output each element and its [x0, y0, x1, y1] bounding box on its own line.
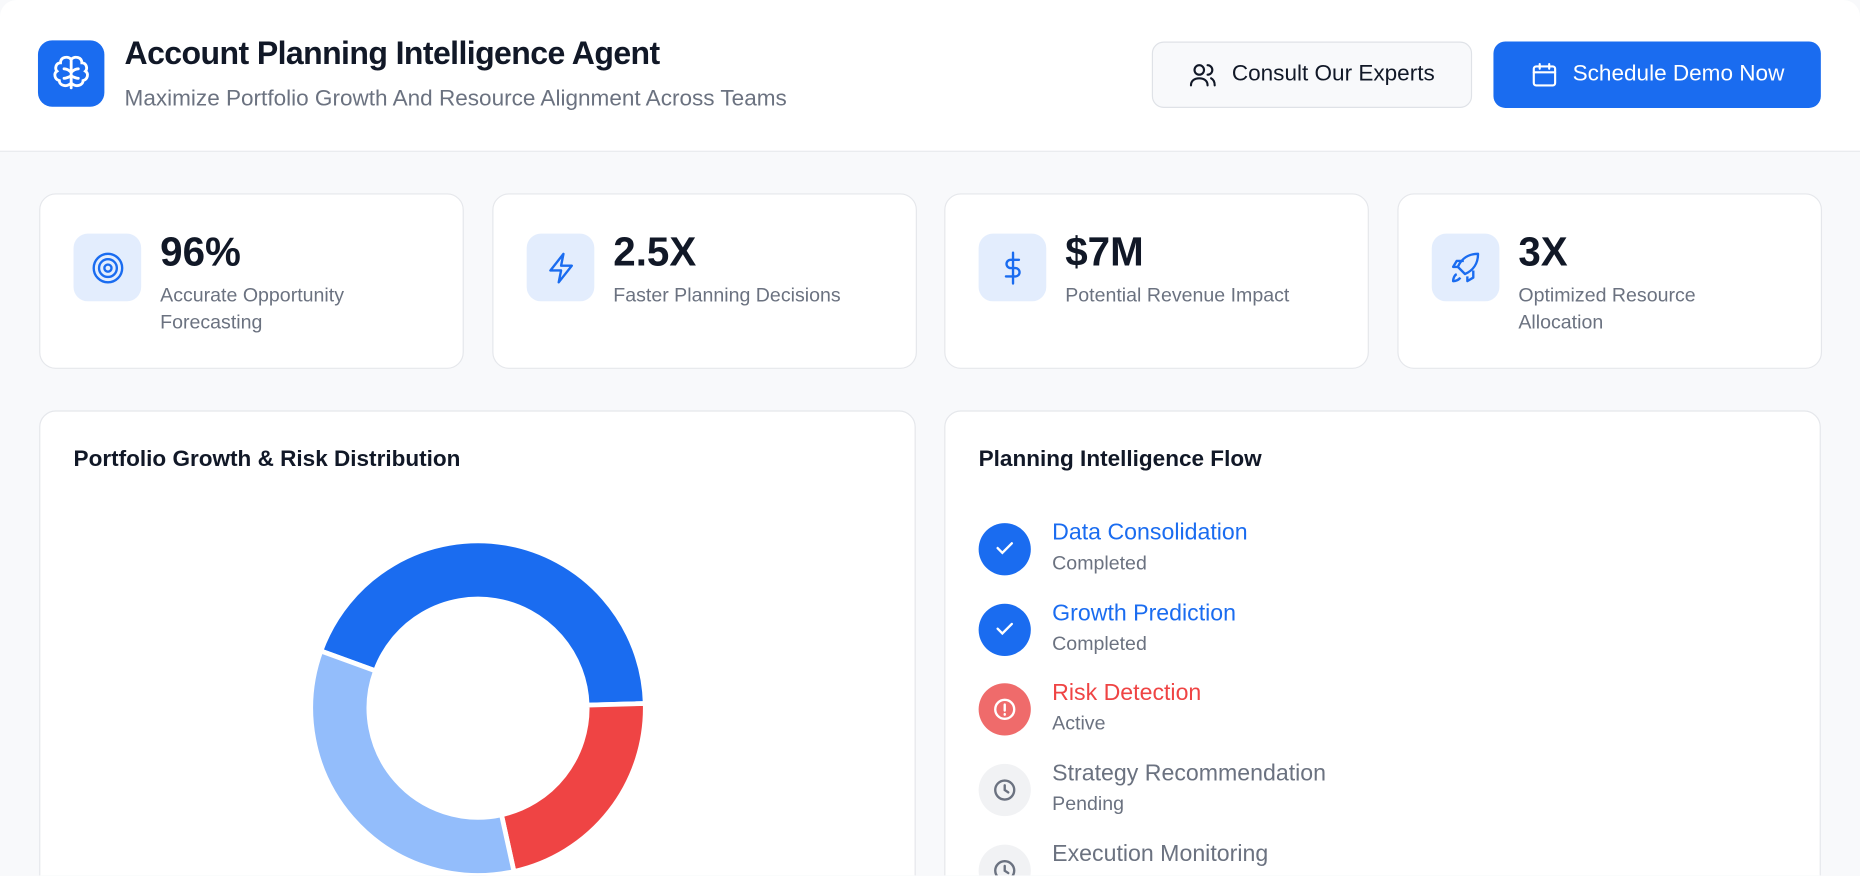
- donut-chart: [308, 538, 648, 876]
- step-name: Strategy Recommendation: [1052, 760, 1327, 787]
- stat-value: 2.5X: [613, 230, 697, 276]
- flow-title: Planning Intelligence Flow: [978, 447, 1262, 473]
- step-glyph: [996, 542, 1014, 555]
- chart-card: Portfolio Growth & Risk Distribution: [39, 410, 916, 876]
- stat-card: 3X Optimized Resource Allocation: [1397, 193, 1823, 369]
- step-glyph: [994, 699, 1016, 721]
- header: Account Planning Intelligence Agent Maxi…: [0, 0, 1860, 152]
- step-status: Pending: [1052, 874, 1124, 875]
- step-glyph: [994, 779, 1016, 801]
- chart-title: Portfolio Growth & Risk Distribution: [73, 447, 461, 473]
- step-status: Completed: [1052, 633, 1147, 655]
- flow-card: Planning Intelligence Flow Data Consolid…: [944, 410, 1821, 876]
- stat-value: $7M: [1065, 230, 1144, 276]
- logo: [37, 40, 105, 107]
- step-status: Active: [1052, 713, 1106, 735]
- bolt-icon: [526, 233, 595, 302]
- step-icon: [978, 844, 1031, 876]
- step-name: Execution Monitoring: [1052, 840, 1269, 867]
- stat-label: Optimized Resource Allocation: [1518, 284, 1696, 333]
- brain-icon: [53, 55, 89, 90]
- stat-card: 2.5X Faster Planning Decisions: [492, 193, 917, 369]
- step-glyph: [994, 859, 1016, 876]
- step-icon: [978, 523, 1031, 576]
- stat-label: Potential Revenue Impact: [1065, 284, 1290, 307]
- donut-segment: [308, 647, 517, 876]
- calendar-icon: [1532, 62, 1556, 87]
- demo-button[interactable]: Schedule Demo Now: [1493, 41, 1821, 108]
- stat-value: 3X: [1518, 230, 1568, 276]
- step-name: Growth Prediction: [1052, 599, 1237, 626]
- step-icon: [978, 764, 1031, 817]
- step-icon: [978, 603, 1031, 656]
- stat-value: 96%: [160, 230, 241, 276]
- stat-label: Faster Planning Decisions: [613, 284, 841, 307]
- page-subtitle: Maximize Portfolio Growth And Resource A…: [124, 86, 787, 112]
- consult-button[interactable]: Consult Our Experts: [1151, 41, 1473, 108]
- step-name: Data Consolidation: [1052, 519, 1248, 546]
- step-glyph: [996, 622, 1014, 635]
- step-name: Risk Detection: [1052, 680, 1202, 707]
- stat-label: Accurate Opportunity Forecasting: [160, 284, 345, 333]
- step-status: Completed: [1052, 552, 1147, 575]
- target-icon: [73, 233, 142, 302]
- donut-segment: [317, 538, 648, 708]
- button-label: Consult Our Experts: [1231, 61, 1435, 87]
- donut-segment: [498, 701, 648, 875]
- button-label: Schedule Demo Now: [1572, 61, 1785, 87]
- dollar-icon: [978, 233, 1047, 302]
- users-icon: [1190, 64, 1217, 87]
- rocket-icon: [1431, 233, 1500, 302]
- stat-card: $7M Potential Revenue Impact: [944, 193, 1369, 369]
- step-icon: [978, 683, 1031, 736]
- page-title: Account Planning Intelligence Agent: [124, 35, 661, 72]
- stat-card: 96% Accurate Opportunity Forecasting: [39, 193, 464, 369]
- step-status: Pending: [1052, 793, 1125, 816]
